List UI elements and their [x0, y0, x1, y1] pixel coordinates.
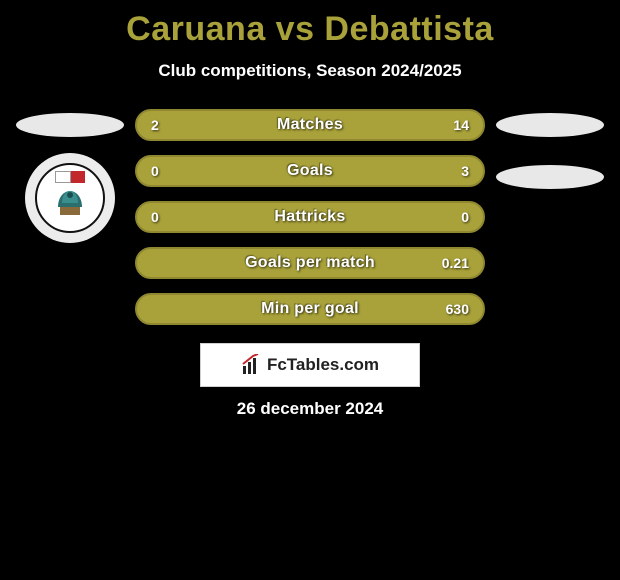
right-player-col [495, 109, 605, 189]
comparison-card: Caruana vs Debattista Club competitions,… [0, 0, 620, 419]
subtitle: Club competitions, Season 2024/2025 [0, 61, 620, 81]
page-title: Caruana vs Debattista [0, 10, 620, 49]
flag-stripe-white [55, 171, 71, 183]
stat-right-value: 0.21 [442, 255, 469, 271]
flag-stripe-red [71, 171, 85, 183]
logo-text: FcTables.com [267, 355, 379, 375]
stat-label: Min per goal [261, 300, 359, 318]
stat-left-value: 2 [151, 117, 159, 133]
stat-bar-matches: 2 Matches 14 [135, 109, 485, 141]
stat-bar-min-per-goal: Min per goal 630 [135, 293, 485, 325]
left-club-crest [25, 153, 115, 243]
stat-label: Goals [287, 162, 333, 180]
peacock-icon [50, 185, 90, 221]
left-player-col [15, 109, 125, 243]
stat-left-value: 0 [151, 163, 159, 179]
crest-inner [35, 163, 105, 233]
comparison-body: 2 Matches 14 0 Goals 3 0 Hattricks 0 Goa… [0, 109, 620, 325]
crest-flag-icon [55, 171, 85, 183]
stat-right-value: 0 [461, 209, 469, 225]
source-logo: FcTables.com [200, 343, 420, 387]
left-player-badge [16, 113, 124, 137]
bar-chart-icon [241, 354, 263, 376]
stat-label: Goals per match [245, 254, 375, 272]
stat-left-value: 0 [151, 209, 159, 225]
stat-right-value: 3 [461, 163, 469, 179]
stat-label: Hattricks [274, 208, 345, 226]
stat-bars: 2 Matches 14 0 Goals 3 0 Hattricks 0 Goa… [135, 109, 485, 325]
right-player-badge [496, 113, 604, 137]
stat-bar-goals-per-match: Goals per match 0.21 [135, 247, 485, 279]
stat-right-value: 14 [453, 117, 469, 133]
date-line: 26 december 2024 [0, 399, 620, 419]
stat-bar-goals: 0 Goals 3 [135, 155, 485, 187]
stat-label: Matches [277, 116, 343, 134]
right-club-badge [496, 165, 604, 189]
stat-bar-hattricks: 0 Hattricks 0 [135, 201, 485, 233]
stat-right-value: 630 [446, 301, 469, 317]
